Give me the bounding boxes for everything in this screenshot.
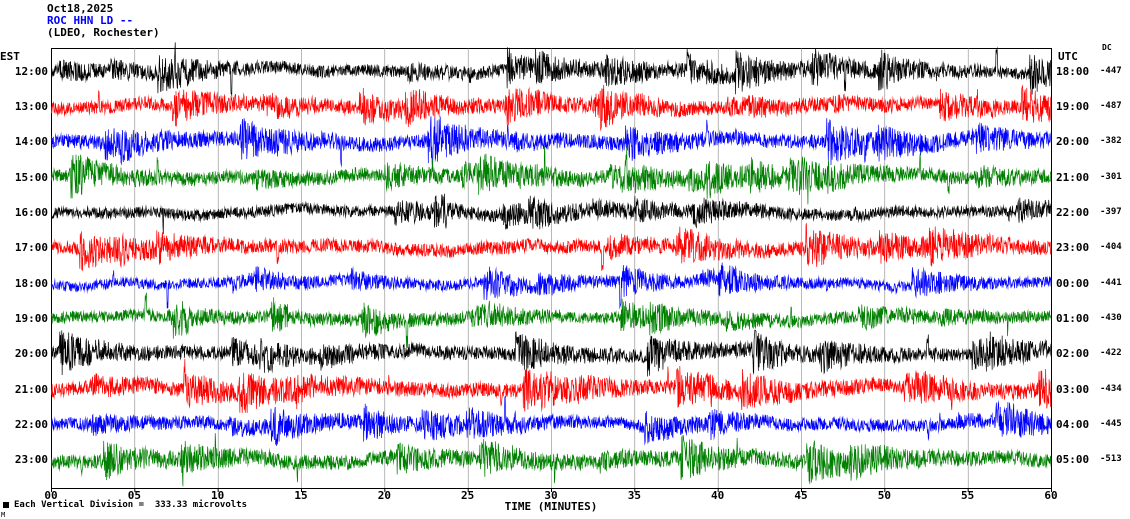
right-axis-label: UTC xyxy=(1058,50,1078,63)
x-tick-label: 30 xyxy=(544,489,558,502)
dc-value-label: -430 xyxy=(1100,313,1122,324)
scale-note: Each Vertical Division = 333.33 microvol… xyxy=(14,500,247,510)
x-tick-label: 10 xyxy=(211,489,225,502)
header-station: ROC HHN LD -- xyxy=(47,14,134,27)
est-hour-label: 13:00 xyxy=(14,99,48,113)
dc-value-label: -404 xyxy=(1100,242,1122,253)
dc-value-label: -301 xyxy=(1100,171,1122,182)
utc-hour-label: 23:00 xyxy=(1056,241,1090,255)
utc-hour-label: 19:00 xyxy=(1056,99,1090,113)
dc-value-label: -487 xyxy=(1100,100,1122,111)
corner-mark: M xyxy=(1,511,6,519)
scale-swatch xyxy=(3,502,9,508)
dc-value-label: -422 xyxy=(1100,348,1122,359)
x-tick-label: 60 xyxy=(1044,489,1058,502)
utc-hour-label: 05:00 xyxy=(1056,453,1090,467)
dc-value-label: -441 xyxy=(1100,277,1122,288)
x-tick-label: 35 xyxy=(627,489,641,502)
est-hour-label: 12:00 xyxy=(14,64,48,78)
est-hour-label: 23:00 xyxy=(14,453,48,467)
est-hour-label: 18:00 xyxy=(14,276,48,290)
x-tick-label: 40 xyxy=(711,489,725,502)
dc-value-label: -447 xyxy=(1100,65,1122,76)
x-tick-label: 55 xyxy=(961,489,975,502)
utc-hour-label: 22:00 xyxy=(1056,205,1090,219)
header-date: Oct18,2025 xyxy=(47,2,114,15)
est-hour-label: 14:00 xyxy=(14,135,48,149)
dc-value-label: -445 xyxy=(1100,419,1122,430)
dc-value-label: -434 xyxy=(1100,383,1122,394)
x-axis-title: TIME (MINUTES) xyxy=(504,500,598,513)
dc-value-label: -382 xyxy=(1100,136,1122,147)
x-tick-label: 00 xyxy=(44,489,58,502)
utc-hour-label: 01:00 xyxy=(1056,312,1090,326)
est-hour-label: 16:00 xyxy=(14,205,48,219)
est-hour-label: 15:00 xyxy=(14,170,48,184)
x-tick-label: 25 xyxy=(461,489,475,502)
x-tick-label: 15 xyxy=(294,489,308,502)
utc-hour-label: 00:00 xyxy=(1056,276,1090,290)
dc-value-label: -513 xyxy=(1100,454,1122,465)
utc-hour-label: 18:00 xyxy=(1056,64,1090,78)
utc-hour-label: 04:00 xyxy=(1056,418,1090,432)
utc-hour-label: 20:00 xyxy=(1056,135,1090,149)
est-hour-label: 21:00 xyxy=(14,382,48,396)
utc-hour-label: 21:00 xyxy=(1056,170,1090,184)
x-tick-label: 05 xyxy=(127,489,141,502)
utc-hour-label: 03:00 xyxy=(1056,382,1090,396)
est-hour-label: 20:00 xyxy=(14,347,48,361)
x-tick-label: 45 xyxy=(794,489,808,502)
dc-value-label: -397 xyxy=(1100,206,1122,217)
est-hour-label: 19:00 xyxy=(14,312,48,326)
x-tick-label: 20 xyxy=(377,489,391,502)
left-axis-label: EST xyxy=(0,50,20,63)
est-hour-label: 22:00 xyxy=(14,418,48,432)
utc-hour-label: 02:00 xyxy=(1056,347,1090,361)
x-tick-label: 50 xyxy=(877,489,891,502)
est-hour-label: 17:00 xyxy=(14,241,48,255)
dc-axis-label: DC xyxy=(1102,43,1112,52)
header-location: (LDEO, Rochester) xyxy=(47,26,160,39)
